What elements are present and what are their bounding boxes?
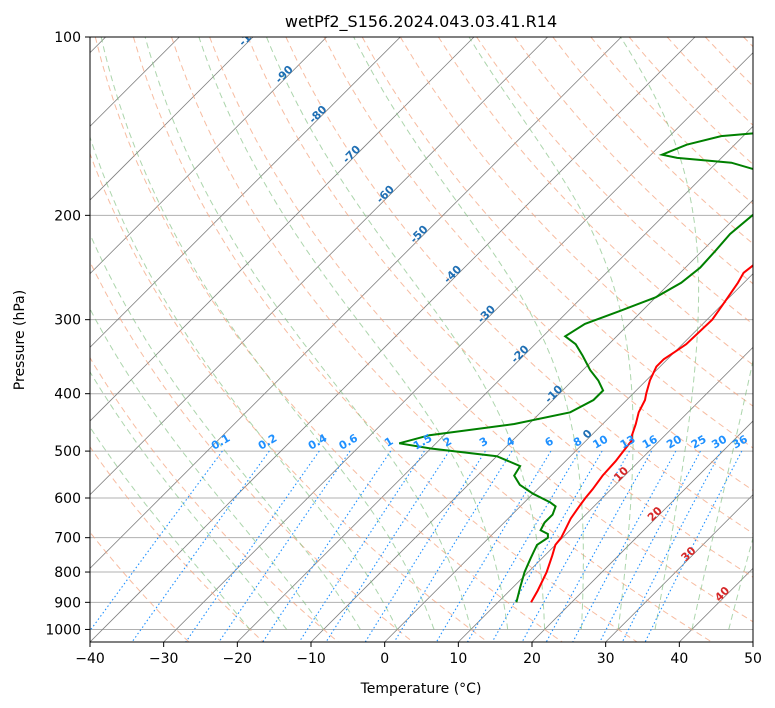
x-tick-label: 50 [744, 651, 762, 667]
y-tick-label: 200 [54, 208, 81, 224]
mixing-ratio-line [262, 450, 392, 642]
y-tick-label: 700 [54, 531, 81, 547]
dry-adiabat-line [90, 446, 264, 642]
moist-adiabat-line [353, 37, 584, 630]
moist-adiabat-line [90, 135, 398, 630]
mixing-ratio-line [621, 450, 722, 642]
mixing-ratio-line [298, 450, 425, 642]
isotherm-line [384, 273, 753, 642]
x-tick-label: −30 [149, 651, 179, 667]
y-tick-label: 600 [54, 491, 81, 507]
mixing-ratio-line [644, 450, 743, 642]
moist-adiabat-line [100, 37, 435, 630]
moist-adiabat-line [90, 308, 324, 630]
x-tick-label: 0 [380, 651, 389, 667]
dewpoint-profile-line [398, 132, 753, 603]
mixing-ratio-line [491, 450, 603, 642]
mixing-ratio-line [393, 450, 513, 642]
isotherm-line [90, 37, 254, 201]
axis-ticks: −40 −30 −20 −10 0 10 20 30 40 50 100 200 300 400 500 60… [45, 30, 762, 667]
mixing-ratio-line [545, 450, 653, 642]
plot-frame [89, 36, 754, 643]
moist-adiabat-line [198, 37, 509, 630]
y-tick-label: 400 [54, 387, 81, 403]
isotherm-line [90, 37, 475, 422]
dry-adiabat-line [323, 37, 753, 491]
moist-adiabat-line [728, 536, 753, 630]
dry-adiabat-line [285, 37, 753, 535]
x-tick-label: −40 [75, 651, 105, 667]
x-tick-label: −10 [296, 651, 326, 667]
x-tick-label: 40 [670, 651, 688, 667]
y-tick-label: 300 [54, 313, 81, 329]
y-tick-label: 1000 [45, 622, 81, 638]
x-axis-label: Temperature (°C) [360, 681, 482, 697]
dry-adiabat-line [94, 37, 563, 642]
isotherm-line [90, 37, 401, 348]
isotherm-line [90, 37, 696, 642]
isotherm-line [531, 420, 753, 642]
moist-adiabat-line [691, 358, 753, 630]
x-tick-label: −20 [223, 651, 253, 667]
dry-adiabat-line [209, 37, 753, 623]
dry-adiabat-line [476, 37, 753, 325]
mixing-ratio-line [90, 450, 223, 632]
moist-adiabat-line [620, 37, 700, 630]
isotherm-line [605, 494, 753, 642]
mixing-ratio-line [599, 450, 701, 642]
mixing-ratio-line [185, 450, 320, 642]
sounding-series [398, 132, 753, 603]
y-tick-label: 800 [54, 565, 81, 581]
temperature-profile-line [530, 264, 753, 603]
moist-adiabat-line [90, 426, 251, 630]
chart-title: wetPf2_S156.2024.043.03.41.R14 [285, 12, 557, 32]
mixing-ratio-line [521, 450, 630, 642]
dry-adiabat-line [247, 37, 753, 578]
y-tick-label: 900 [54, 595, 81, 611]
y-tick-label: 100 [54, 30, 81, 46]
y-axis-label: Pressure (hPa) [12, 290, 28, 390]
isotherm-line [90, 37, 548, 496]
moist-adiabat-line [90, 233, 361, 630]
dry-adiabat-line [514, 37, 753, 285]
x-tick-label: 30 [597, 651, 615, 667]
moist-adiabat-line [90, 370, 288, 630]
dry-adiabat-line [90, 356, 339, 642]
isotherm-line [90, 37, 327, 275]
dry-adiabat-line [90, 152, 488, 642]
dry-adiabat-line [90, 260, 414, 642]
mixing-ratio-line [572, 450, 677, 642]
isotherm-line [163, 52, 753, 642]
isotherm-line [237, 125, 753, 642]
dry-adiabat-line [437, 37, 753, 366]
mixing-ratio-line [218, 450, 351, 642]
dry-adiabat-line [171, 37, 712, 642]
x-tick-label: 10 [449, 651, 467, 667]
dry-adiabat-line [132, 37, 638, 642]
moist-adiabat-line [266, 37, 546, 630]
y-tick-label: 500 [54, 444, 81, 460]
isotherm-line [90, 37, 622, 569]
x-tick-label: 20 [523, 651, 541, 667]
background-lines [90, 37, 753, 642]
isotherm-label: -100 [236, 20, 265, 49]
moist-adiabat-line [144, 37, 472, 630]
moist-adiabat-line [468, 37, 634, 630]
